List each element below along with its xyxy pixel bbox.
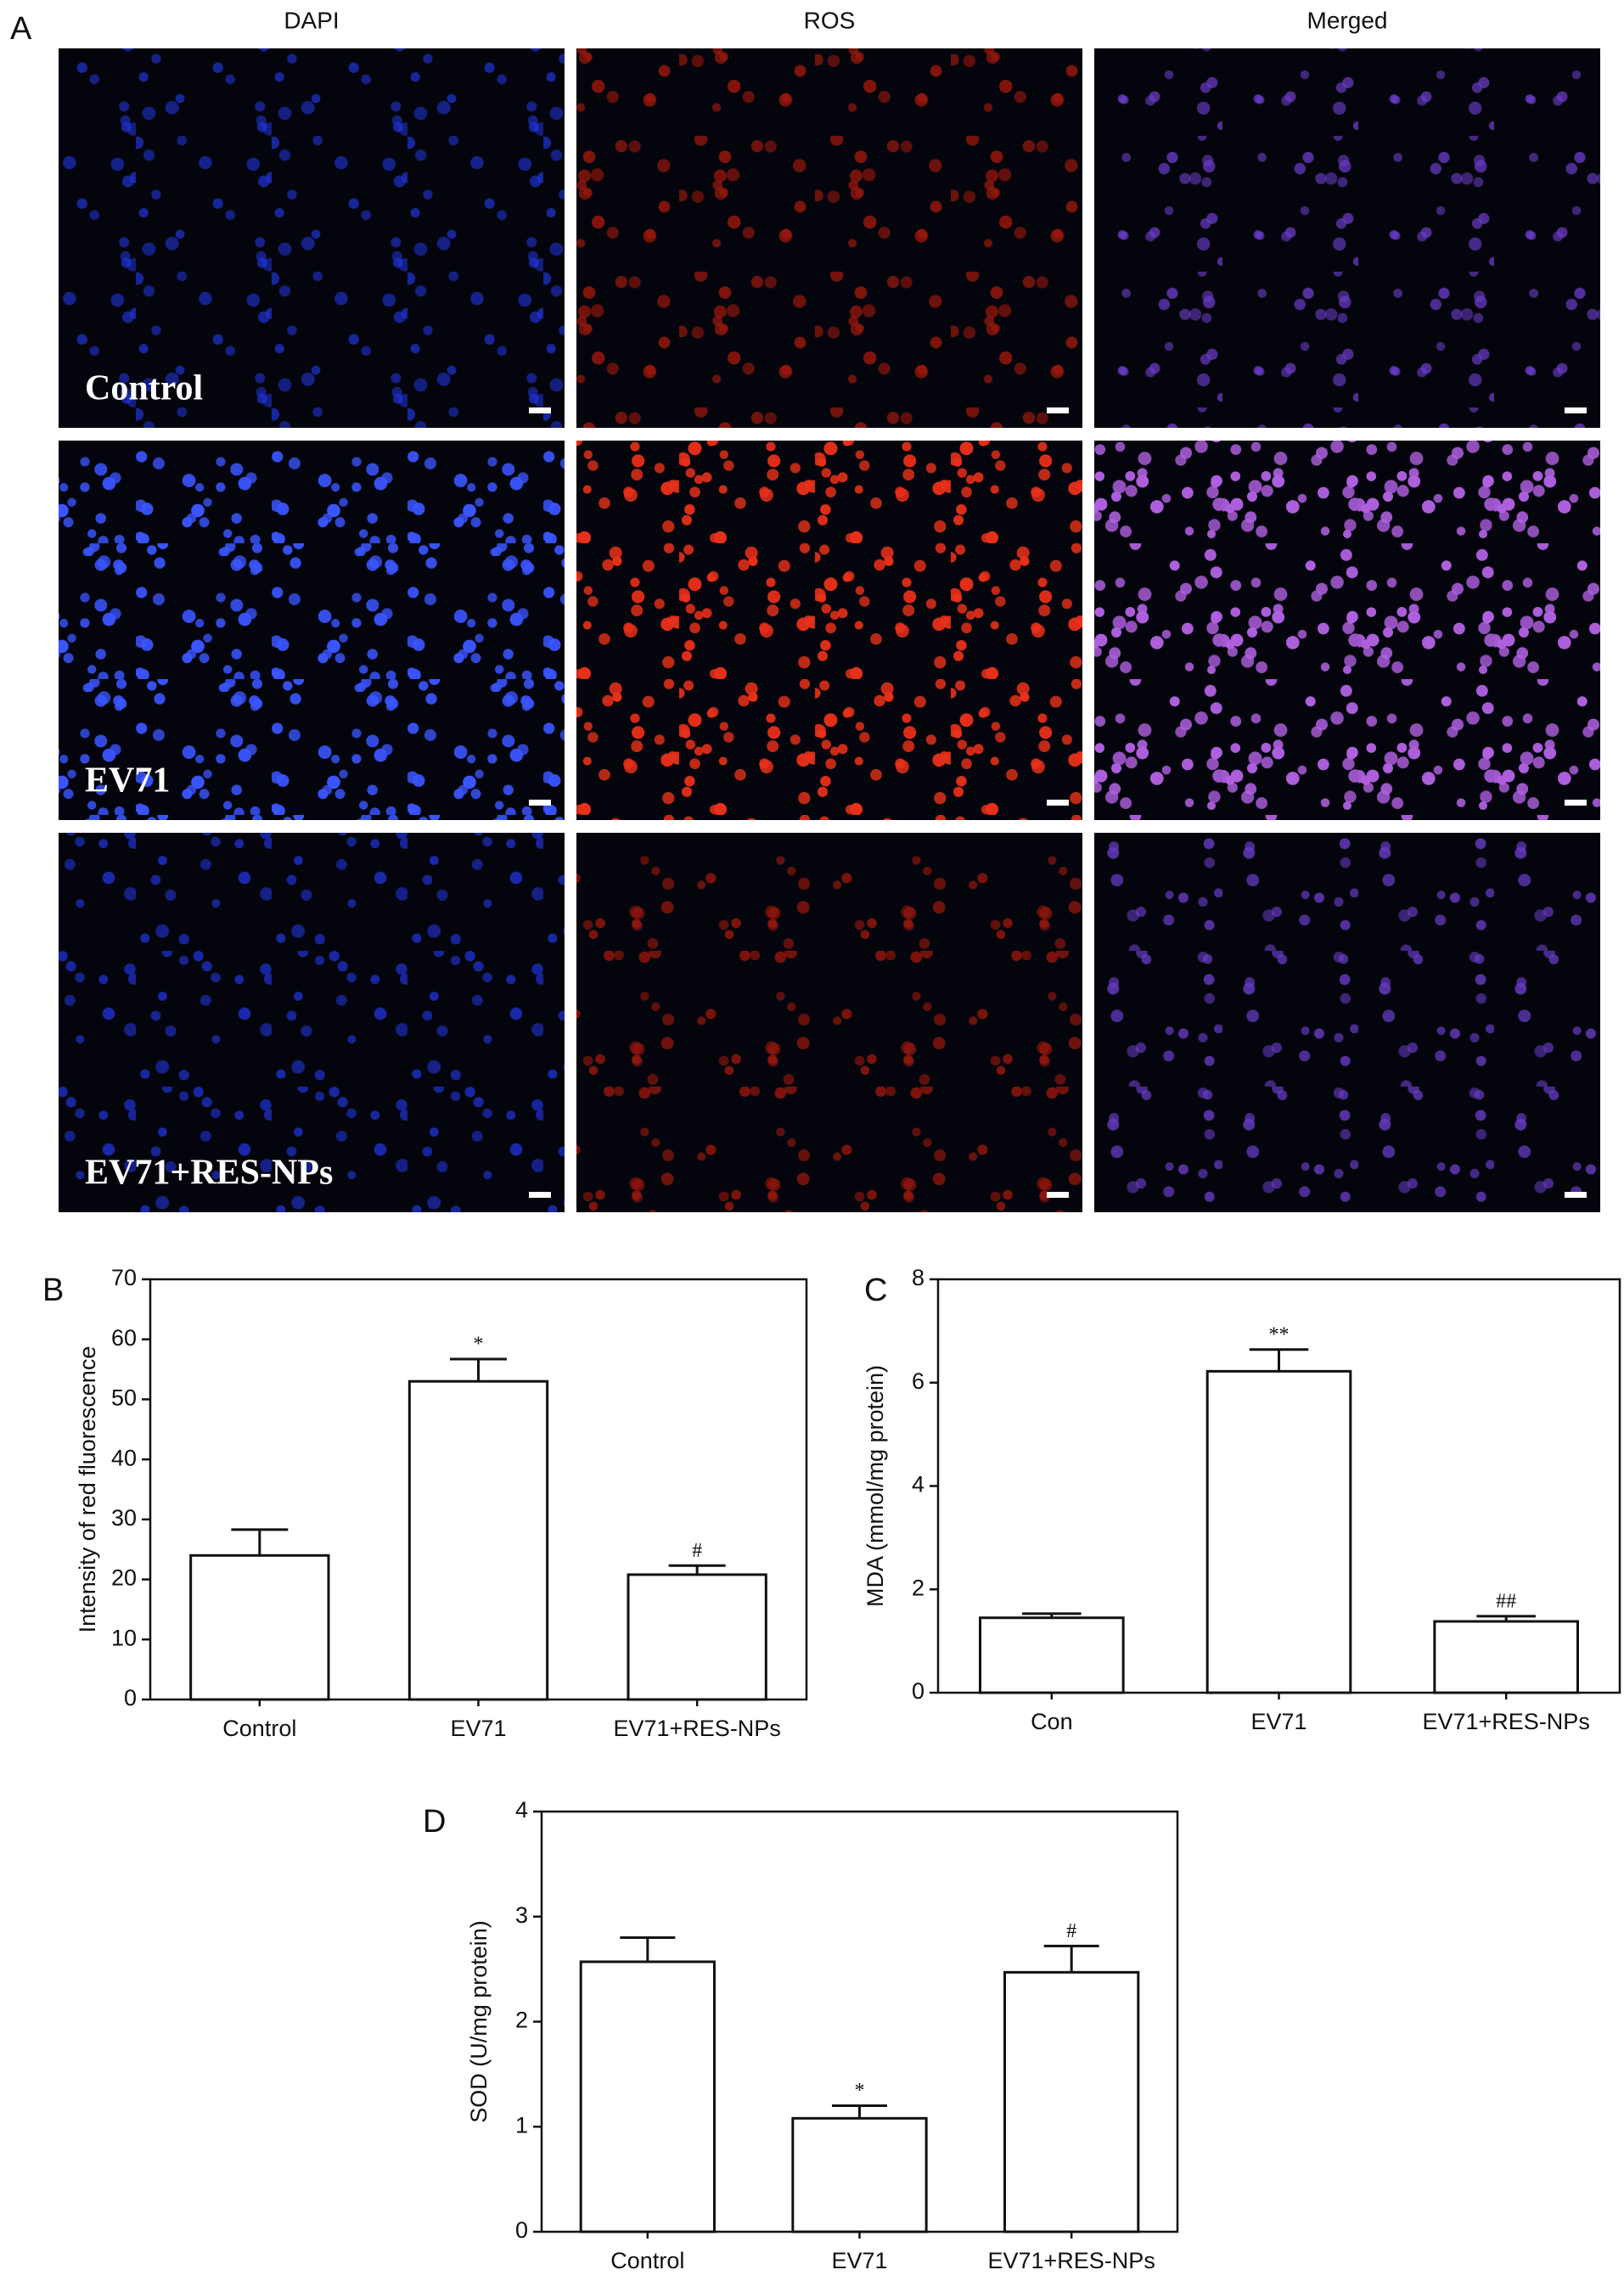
y-tick-label: 8: [912, 1265, 924, 1290]
scale-bar: [1047, 407, 1069, 413]
y-tick-label: 10: [111, 1625, 137, 1650]
bar: [407, 1379, 549, 1701]
micrograph-cells: [59, 441, 565, 820]
bar: [627, 1573, 767, 1701]
y-axis-label: SOD (U/mg protein): [466, 1920, 492, 2123]
error-bar: [620, 1936, 676, 1962]
error-bar: [1476, 1615, 1536, 1621]
x-tick-label: Control: [222, 1716, 296, 1741]
y-tick-label: 4: [515, 1797, 528, 1823]
y-axis-label: Intensity of red fluorescence: [75, 1346, 100, 1633]
panel-letter: B: [42, 1273, 64, 1308]
y-tick-label: 3: [515, 1902, 528, 1928]
scale-bar: [1047, 800, 1069, 806]
y-tick-label: 2: [515, 2008, 528, 2033]
column-header: DAPI: [284, 7, 339, 33]
y-tick-label: 20: [111, 1565, 137, 1591]
y-tick-label: 0: [515, 2217, 528, 2243]
scale-bar: [1047, 1192, 1069, 1198]
column-header: Merged: [1307, 7, 1388, 33]
error-bar: [231, 1528, 289, 1556]
significance-mark: *: [855, 2080, 865, 2102]
significance-mark: **: [1269, 1323, 1290, 1346]
column-header: ROS: [804, 7, 856, 33]
y-tick-label: 0: [912, 1678, 924, 1704]
error-bar: [1043, 1944, 1099, 1973]
x-tick-label: EV71: [831, 2248, 887, 2273]
error-bar: [1022, 1612, 1082, 1618]
y-tick-label: 50: [111, 1385, 137, 1411]
panel-letter: D: [423, 1804, 446, 1840]
row-label: EV71+RES-NPs: [85, 1154, 333, 1193]
panel-letter: C: [864, 1273, 887, 1308]
error-bar: [1249, 1348, 1309, 1372]
bar: [189, 1553, 330, 1701]
micrograph-cells: [1094, 48, 1600, 428]
x-tick-label: Control: [610, 2248, 684, 2273]
bar: [1003, 1970, 1140, 2233]
significance-mark: #: [1066, 1920, 1076, 1942]
x-tick-label: EV71: [450, 1716, 506, 1741]
x-tick-label: EV71+RES-NPs: [987, 2248, 1155, 2273]
bar: [1433, 1620, 1579, 1694]
x-tick-label: EV71+RES-NPs: [1422, 1709, 1589, 1734]
y-tick-label: 6: [912, 1368, 924, 1394]
micrograph-cells: [576, 441, 1082, 820]
scale-bar: [1565, 1192, 1587, 1198]
y-tick-label: 30: [111, 1505, 137, 1531]
y-tick-label: 60: [111, 1325, 137, 1351]
error-bar: [450, 1357, 507, 1382]
row-label: Control: [85, 369, 203, 408]
micrograph-cells: [59, 833, 565, 1212]
y-tick-label: 2: [912, 1575, 924, 1600]
micrograph-cells: [576, 833, 1082, 1212]
x-tick-label: Con: [1031, 1709, 1073, 1734]
scale-bar: [529, 407, 551, 413]
micrograph-cells: [576, 48, 1082, 428]
x-tick-label: EV71+RES-NPs: [613, 1716, 780, 1741]
y-tick-label: 70: [111, 1265, 137, 1290]
bar: [979, 1616, 1125, 1694]
scale-bar: [1565, 407, 1587, 413]
scale-bar: [1565, 800, 1587, 806]
error-bar: [668, 1564, 726, 1575]
panel-letter: A: [10, 11, 32, 47]
y-tick-label: 4: [912, 1472, 924, 1497]
scale-bar: [529, 800, 551, 806]
row-label: EV71: [85, 761, 170, 801]
bar: [579, 1960, 716, 2233]
y-tick-label: 1: [515, 2112, 528, 2138]
y-tick-label: 0: [124, 1685, 137, 1711]
micrograph-cells: [1094, 441, 1600, 820]
y-axis-label: MDA (mmol/mg protein): [863, 1365, 888, 1607]
bar: [791, 2116, 928, 2233]
scale-bar: [529, 1192, 551, 1198]
micrograph-cells: [1094, 833, 1600, 1212]
micrograph-cells: [59, 48, 565, 428]
y-tick-label: 40: [111, 1445, 137, 1470]
significance-mark: ##: [1496, 1590, 1516, 1612]
bar: [1205, 1369, 1352, 1694]
significance-mark: #: [692, 1540, 702, 1562]
error-bar: [832, 2104, 887, 2119]
significance-mark: *: [474, 1334, 484, 1356]
x-tick-label: EV71: [1250, 1709, 1307, 1734]
